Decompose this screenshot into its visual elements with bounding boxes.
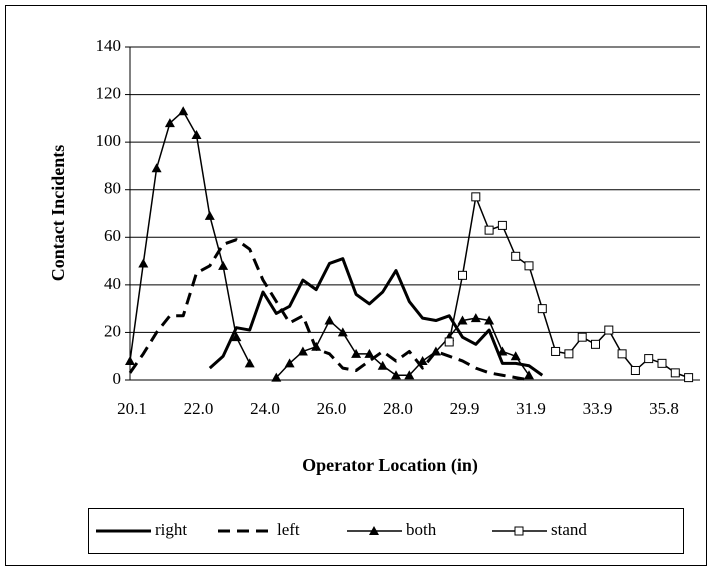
y-tick-label: 20 — [104, 321, 121, 340]
marker-square — [537, 304, 547, 314]
marker-triangle — [151, 163, 162, 173]
marker-square — [564, 349, 574, 359]
marker-triangle — [391, 370, 401, 380]
x-axis-title: Operator Location (in) — [302, 455, 478, 476]
marker-triangle — [271, 372, 282, 382]
x-tick-label: 22.0 — [184, 399, 214, 418]
marker-square — [617, 349, 627, 359]
marker-triangle — [337, 327, 348, 337]
marker-triangle — [430, 346, 441, 356]
marker-triangle — [164, 118, 175, 128]
marker-square — [524, 261, 534, 271]
series-line — [128, 238, 530, 382]
marker-triangle — [351, 348, 362, 358]
y-axis-title: Contact Incidents — [48, 145, 68, 282]
marker-triangle — [204, 210, 215, 220]
marker-square — [514, 526, 524, 536]
legend-label: right — [155, 520, 187, 539]
legend-label: left — [277, 520, 300, 539]
marker-triangle — [311, 341, 322, 351]
x-tick-label: 24.0 — [250, 399, 280, 418]
marker-square — [577, 332, 587, 342]
legend-label: both — [406, 520, 437, 539]
marker-triangle — [297, 346, 308, 356]
series-line — [129, 110, 251, 364]
x-tick-label: 35.8 — [649, 399, 679, 418]
marker-square — [551, 346, 561, 356]
y-tick-label: 40 — [104, 274, 121, 293]
y-tick-label: 140 — [96, 36, 122, 55]
y-tick-label: 60 — [104, 226, 121, 245]
marker-square — [644, 354, 654, 364]
marker-square — [497, 220, 507, 230]
marker-triangle — [178, 106, 189, 116]
marker-triangle — [231, 332, 242, 342]
x-tick-label: 20.1 — [117, 399, 147, 418]
marker-triangle — [497, 346, 508, 356]
marker-triangle — [524, 370, 534, 380]
marker-triangle — [377, 360, 388, 370]
marker-square — [511, 251, 521, 261]
marker-triangle — [369, 526, 379, 535]
x-tick-label: 31.9 — [516, 399, 546, 418]
marker-square — [458, 270, 467, 280]
marker-square — [484, 225, 494, 235]
x-tick-label: 33.9 — [583, 399, 613, 418]
chart-border — [5, 5, 707, 566]
marker-triangle — [284, 358, 295, 368]
marker-triangle — [324, 315, 335, 325]
marker-triangle — [218, 260, 229, 270]
marker-square — [444, 337, 454, 347]
y-tick-label: 0 — [113, 369, 122, 388]
marker-square — [670, 368, 680, 378]
marker-square — [657, 358, 667, 368]
marker-triangle — [138, 258, 149, 268]
marker-square — [604, 325, 614, 335]
y-tick-label: 80 — [104, 179, 121, 198]
marker-triangle — [125, 355, 135, 365]
marker-triangle — [404, 370, 415, 380]
marker-square — [591, 339, 600, 349]
x-tick-label: 29.9 — [450, 399, 480, 418]
marker-triangle — [191, 130, 202, 140]
marker-triangle — [364, 348, 375, 358]
marker-square — [630, 365, 640, 375]
series-line — [208, 257, 544, 377]
marker-triangle — [244, 358, 255, 368]
marker-square — [684, 373, 694, 383]
marker-triangle — [457, 315, 468, 325]
y-tick-label: 100 — [96, 131, 122, 150]
marker-triangle — [510, 351, 521, 361]
x-tick-label: 26.0 — [317, 399, 347, 418]
marker-square — [471, 192, 481, 202]
x-tick-label: 28.0 — [383, 399, 413, 418]
marker-triangle — [484, 315, 495, 325]
marker-triangle — [470, 313, 481, 323]
marker-triangle — [417, 355, 428, 365]
legend-label: stand — [551, 520, 587, 539]
y-tick-label: 120 — [96, 83, 122, 102]
